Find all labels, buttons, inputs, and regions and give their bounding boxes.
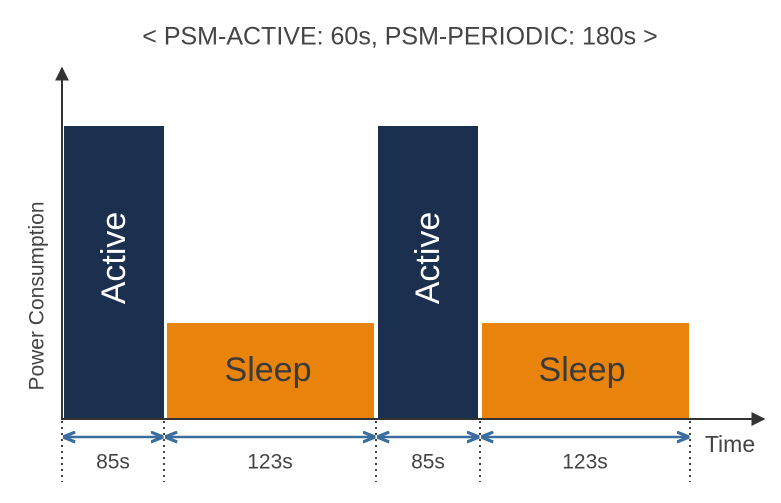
block-label: Active	[409, 212, 447, 305]
duration-label: 123s	[562, 451, 608, 474]
separators	[61, 421, 691, 482]
duration-label: 85s	[411, 451, 445, 474]
duration-label: 123s	[247, 451, 293, 474]
block-label: Active	[95, 212, 133, 305]
block-label: Sleep	[225, 351, 312, 389]
active-block	[64, 126, 164, 418]
active-block	[378, 126, 478, 418]
y-axis-label: Power Consumption	[26, 201, 49, 390]
title: < PSM-ACTIVE: 60s, PSM-PERIODIC: 180s >	[142, 23, 657, 51]
sleep-block	[482, 323, 689, 418]
x-axis-label: Time	[705, 431, 755, 457]
sleep-block	[167, 323, 374, 418]
duration-label: 85s	[96, 451, 130, 474]
block-label: Sleep	[539, 351, 626, 389]
